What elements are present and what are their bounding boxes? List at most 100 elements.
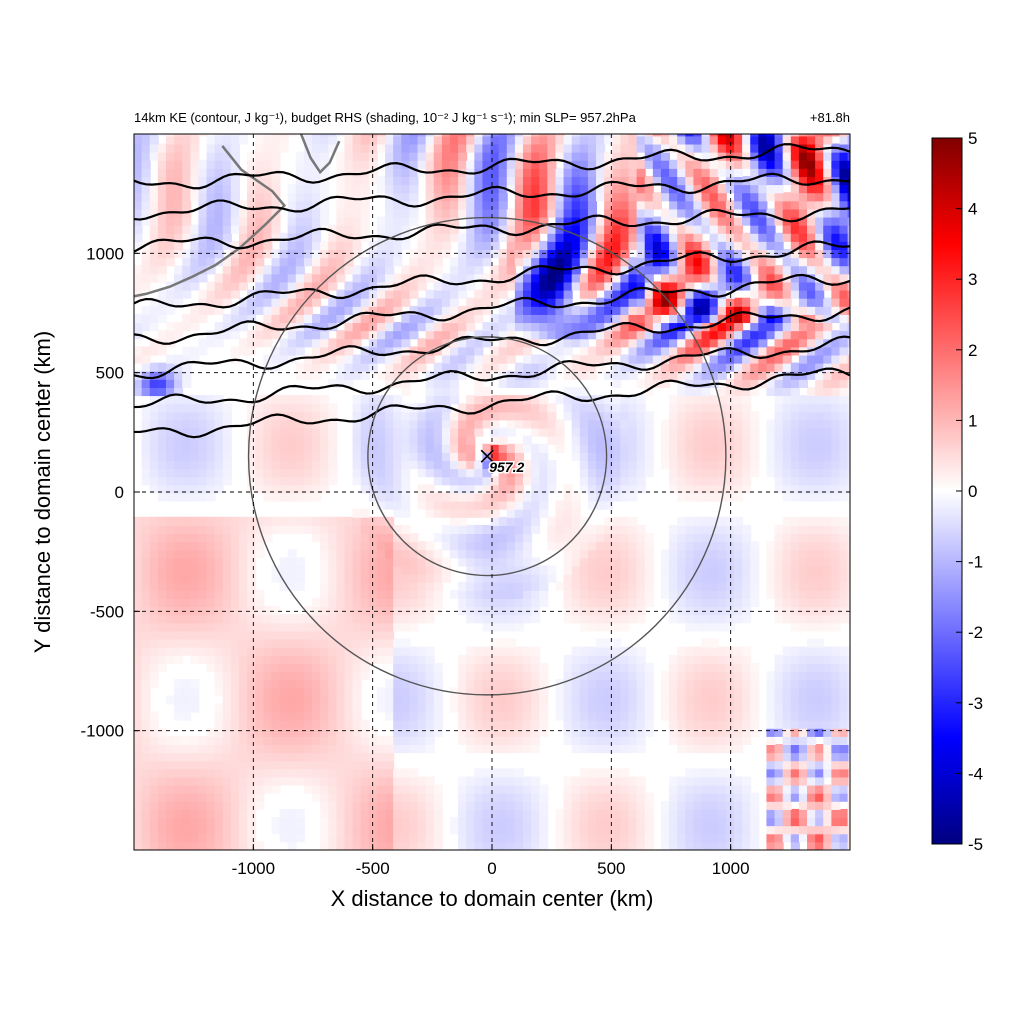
shading-cell: [798, 289, 809, 299]
shading-cell: [733, 330, 744, 340]
shading-cell: [360, 638, 370, 648]
shading-cell: [417, 281, 427, 291]
shading-cell: [295, 338, 305, 348]
shading-cell: [563, 735, 573, 746]
shading-cell: [523, 573, 533, 583]
shading-cell: [401, 825, 411, 835]
shading-cell: [393, 662, 403, 672]
shading-cell: [636, 541, 646, 551]
shading-cell: [214, 273, 224, 283]
shading-cell: [717, 800, 727, 810]
shading-cell: [831, 346, 841, 356]
shading-cell: [523, 370, 533, 380]
shading-cell: [709, 808, 719, 819]
shading-cell: [563, 313, 573, 324]
shading-cell: [839, 792, 849, 802]
shading-cell: [604, 281, 614, 291]
shading-cell: [182, 565, 192, 575]
shading-cell: [823, 411, 833, 421]
shading-cell: [474, 370, 484, 380]
shading-cell: [214, 484, 224, 494]
shading-cell: [539, 703, 549, 713]
shading-cell: [336, 549, 346, 559]
shading-cell: [247, 800, 257, 810]
shading-cell: [733, 313, 744, 324]
shading-cell: [506, 727, 516, 737]
shading-cell: [523, 735, 533, 746]
shading-cell: [376, 330, 387, 340]
shading-cell: [312, 662, 322, 672]
shading-cell: [214, 597, 224, 608]
shading-cell: [182, 752, 192, 762]
shading-cell: [401, 695, 411, 705]
shading-cell: [660, 581, 671, 591]
shading-cell: [157, 573, 167, 583]
shading-cell: [206, 451, 216, 461]
shading-cell: [344, 703, 354, 713]
shading-cell: [303, 727, 314, 737]
shading-cell: [620, 833, 630, 843]
shading-cell: [303, 289, 314, 299]
shading-cell: [693, 565, 703, 575]
shading-cell: [433, 679, 443, 689]
shading-cell: [174, 395, 184, 405]
shading-cell: [774, 760, 784, 770]
shading-cell: [612, 581, 622, 591]
shading-cell: [612, 841, 622, 850]
shading-cell: [766, 735, 776, 746]
shading-cell: [238, 711, 249, 721]
shading-cell: [807, 606, 817, 616]
shading-cell: [652, 281, 662, 291]
shading-cell: [368, 476, 378, 486]
shading-cell: [466, 565, 476, 575]
shading-cell: [134, 711, 143, 721]
shading-cell: [733, 338, 744, 348]
shading-cell: [182, 541, 192, 551]
shading-cell: [287, 735, 297, 746]
shading-cell: [206, 297, 216, 307]
shading-cell: [198, 573, 208, 583]
shading-cell: [547, 459, 557, 470]
shading-cell: [579, 606, 589, 616]
shading-cell: [320, 313, 330, 324]
shading-cell: [182, 476, 192, 486]
shading-cell: [401, 589, 411, 599]
shading-cell: [774, 792, 784, 802]
shading-cell: [579, 313, 589, 324]
shading-cell: [604, 549, 614, 559]
shading-cell: [490, 687, 500, 697]
shading-cell: [352, 524, 362, 535]
shading-cell: [823, 654, 833, 664]
shading-cell: [717, 792, 727, 802]
shading-cell: [604, 346, 614, 356]
shading-cell: [376, 760, 387, 770]
shading-cell: [644, 695, 654, 705]
shading-cell: [798, 744, 809, 754]
shading-cell: [214, 841, 224, 850]
shading-cell: [238, 630, 249, 640]
shading-cell: [847, 403, 850, 413]
shading-cell: [807, 330, 817, 340]
shading-cell: [766, 760, 776, 770]
shading-cell: [709, 670, 719, 681]
shading-cell: [815, 768, 825, 778]
shading-cell: [782, 549, 792, 559]
shading-cell: [709, 833, 719, 843]
shading-cell: [587, 735, 598, 746]
shading-cell: [336, 565, 346, 575]
shading-cell: [482, 792, 492, 802]
shading-cell: [506, 646, 516, 656]
shading-cell: [620, 549, 630, 559]
shading-cell: [693, 476, 703, 486]
shading-cell: [157, 411, 167, 421]
shading-cell: [417, 606, 427, 616]
shading-cell: [693, 451, 703, 461]
shading-cell: [255, 289, 265, 299]
shading-cell: [238, 792, 249, 802]
shading-cell: [628, 646, 638, 656]
shading-cell: [393, 614, 403, 624]
shading-cell: [449, 354, 460, 364]
shading-cell: [596, 459, 606, 470]
shading-cell: [514, 606, 525, 616]
shading-cell: [474, 776, 484, 786]
